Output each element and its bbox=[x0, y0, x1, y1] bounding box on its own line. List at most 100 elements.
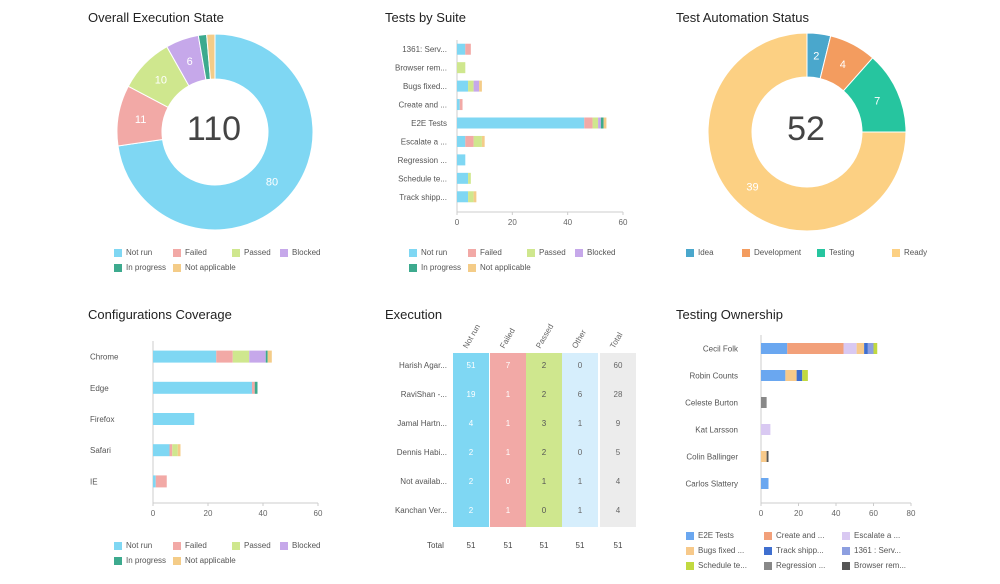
bar-safari-passed[interactable] bbox=[172, 444, 178, 457]
bar-regression-not-run[interactable] bbox=[457, 154, 466, 166]
bar-kat-larsson-escalate-a[interactable] bbox=[761, 424, 771, 435]
legend-item-track-shipp[interactable]: Track shipp... bbox=[764, 546, 824, 555]
bar-carlos-slattery-e2e-tests[interactable] bbox=[761, 478, 769, 489]
table-cell[interactable]: 4 bbox=[615, 506, 621, 515]
legend-item-failed[interactable]: Failed bbox=[173, 541, 207, 550]
legend-item-blocked[interactable]: Blocked bbox=[280, 248, 320, 257]
bar-colin-ballinger-bugs-fixed[interactable] bbox=[761, 451, 767, 462]
bar-celeste-burton-regression[interactable] bbox=[761, 397, 767, 408]
legend-item-not-applicable[interactable]: Not applicable bbox=[173, 556, 236, 565]
legend-item-regression[interactable]: Regression ... bbox=[764, 561, 825, 570]
bar-robin-counts-bugs-fixed[interactable] bbox=[785, 370, 797, 381]
table-cell[interactable]: 19 bbox=[466, 390, 476, 399]
bar-escalate-a-failed[interactable] bbox=[465, 135, 474, 147]
table-cell[interactable]: 28 bbox=[613, 390, 623, 399]
table-cell[interactable]: 1 bbox=[505, 390, 511, 399]
config-bar-chart[interactable]: 0 20 40 60 Chrome Edge Firefox Safari IE bbox=[88, 307, 348, 537]
legend-item-not-run[interactable]: Not run bbox=[114, 541, 152, 550]
legend-item-in-progress[interactable]: In progress bbox=[114, 556, 166, 565]
bar-edge-failed[interactable] bbox=[252, 381, 255, 394]
table-cell[interactable]: 4 bbox=[468, 419, 474, 428]
bar-e2e-tests-not-applicable[interactable] bbox=[603, 117, 607, 129]
table-cell[interactable]: 2 bbox=[541, 390, 547, 399]
table-cell[interactable]: 1 bbox=[577, 477, 583, 486]
bar-e2e-tests-not-run[interactable] bbox=[457, 117, 585, 129]
bar-colin-ballinger-browser-rem[interactable] bbox=[766, 451, 769, 462]
table-cell[interactable]: 2 bbox=[468, 448, 474, 457]
bar-safari-failed[interactable] bbox=[169, 444, 173, 457]
table-cell[interactable]: 2 bbox=[468, 506, 474, 515]
legend-item-create-and[interactable]: Create and ... bbox=[764, 531, 824, 540]
bar-track-shipp-not-run[interactable] bbox=[457, 191, 469, 203]
bar-e2e-tests-passed[interactable] bbox=[592, 117, 599, 129]
bar-cecil-folk-bugs-fixed[interactable] bbox=[856, 343, 865, 354]
legend-item-1361-serv[interactable]: 1361 : Serv... bbox=[842, 546, 901, 555]
bar-robin-counts-track-shipp[interactable] bbox=[796, 370, 803, 381]
bar-chrome-not-applicable[interactable] bbox=[267, 350, 272, 363]
bar-track-shipp-not-applicable[interactable] bbox=[473, 191, 477, 203]
table-cell[interactable]: 0 bbox=[505, 477, 511, 486]
legend-item-in-progress[interactable]: In progress bbox=[114, 263, 166, 272]
bar-bugs-fixed-blocked[interactable] bbox=[473, 80, 480, 92]
bar-ie-failed[interactable] bbox=[155, 475, 167, 488]
bar-bugs-fixed-not-applicable[interactable] bbox=[479, 80, 482, 92]
legend-item-not-run[interactable]: Not run bbox=[114, 248, 152, 257]
bar-edge-in-progress[interactable] bbox=[254, 381, 258, 394]
slice-not-run[interactable] bbox=[117, 33, 314, 231]
bar-cecil-folk-schedule-te[interactable] bbox=[873, 343, 878, 354]
legend-item-not-applicable[interactable]: Not applicable bbox=[468, 263, 531, 272]
bar-robin-counts-schedule-te[interactable] bbox=[802, 370, 808, 381]
bar-e2e-tests-failed[interactable] bbox=[584, 117, 593, 129]
bar-chrome-passed[interactable] bbox=[232, 350, 250, 363]
bar-cecil-folk-track-shipp[interactable] bbox=[864, 343, 868, 354]
legend-item-in-progress[interactable]: In progress bbox=[409, 263, 461, 272]
table-cell[interactable]: 4 bbox=[615, 477, 621, 486]
legend-item-passed[interactable]: Passed bbox=[527, 248, 566, 257]
slice-not-applicable[interactable] bbox=[206, 33, 216, 80]
legend-item-e2e-tests[interactable]: E2E Tests bbox=[686, 531, 734, 540]
bar-cecil-folk-e2e-tests[interactable] bbox=[761, 343, 788, 354]
legend-item-bugs-fixed[interactable]: Bugs fixed ... bbox=[686, 546, 744, 555]
table-cell[interactable]: 1 bbox=[541, 477, 547, 486]
table-cell[interactable]: 5 bbox=[615, 448, 621, 457]
bar-edge-not-run[interactable] bbox=[153, 381, 252, 394]
legend-item-not-run[interactable]: Not run bbox=[409, 248, 447, 257]
table-cell[interactable]: 9 bbox=[615, 419, 621, 428]
automation-donut-chart[interactable]: 2 4 7 39 bbox=[676, 10, 966, 240]
bar-chrome-blocked[interactable] bbox=[249, 350, 266, 363]
bar-bugs-fixed-not-run[interactable] bbox=[457, 80, 469, 92]
table-cell[interactable]: 60 bbox=[613, 361, 623, 370]
bar-chrome-in-progress[interactable] bbox=[265, 350, 268, 363]
legend-item-blocked[interactable]: Blocked bbox=[575, 248, 615, 257]
bar-cecil-folk-1361-serv[interactable] bbox=[867, 343, 874, 354]
legend-item-passed[interactable]: Passed bbox=[232, 248, 271, 257]
legend-item-development[interactable]: Development bbox=[742, 248, 801, 257]
suite-bar-chart[interactable]: 0 20 40 60 1361: Serv... Browser rem... Bugs f… bbox=[385, 10, 645, 240]
bar-ie-not-run[interactable] bbox=[153, 475, 156, 488]
table-cell[interactable]: 1 bbox=[577, 419, 583, 428]
bar-safari-not-applicable[interactable] bbox=[177, 444, 181, 457]
table-cell[interactable]: 1 bbox=[505, 419, 511, 428]
slice-ready[interactable] bbox=[707, 32, 907, 232]
bar-firefox-not-run[interactable] bbox=[153, 413, 195, 425]
bar-create-and-not-run[interactable] bbox=[457, 99, 460, 111]
bar-safari-not-run[interactable] bbox=[153, 444, 170, 457]
bar-browser-rem-passed[interactable] bbox=[457, 62, 466, 74]
legend-item-idea[interactable]: Idea bbox=[686, 248, 714, 257]
table-cell[interactable]: 3 bbox=[541, 419, 547, 428]
table-cell[interactable]: 0 bbox=[541, 506, 547, 515]
table-cell[interactable]: 0 bbox=[577, 448, 583, 457]
table-cell[interactable]: 0 bbox=[577, 361, 583, 370]
table-cell[interactable]: 2 bbox=[468, 477, 474, 486]
ownership-bar-chart[interactable]: 0 20 40 60 80 Cecil Folk Robin Counts Celeste B… bbox=[676, 307, 976, 522]
bar-cecil-folk-create-and[interactable] bbox=[787, 343, 844, 354]
legend-item-failed[interactable]: Failed bbox=[173, 248, 207, 257]
table-cell[interactable]: 2 bbox=[541, 361, 547, 370]
bar-escalate-a-not-applicable[interactable] bbox=[481, 135, 485, 147]
bar-escalate-a-passed[interactable] bbox=[473, 135, 482, 147]
bar-escalate-a-not-run[interactable] bbox=[457, 135, 466, 147]
legend-item-blocked[interactable]: Blocked bbox=[280, 541, 320, 550]
table-cell[interactable]: 1 bbox=[577, 506, 583, 515]
bar-schedule-te-passed[interactable] bbox=[468, 172, 471, 184]
bar-e2e-tests-blocked[interactable] bbox=[598, 117, 601, 129]
